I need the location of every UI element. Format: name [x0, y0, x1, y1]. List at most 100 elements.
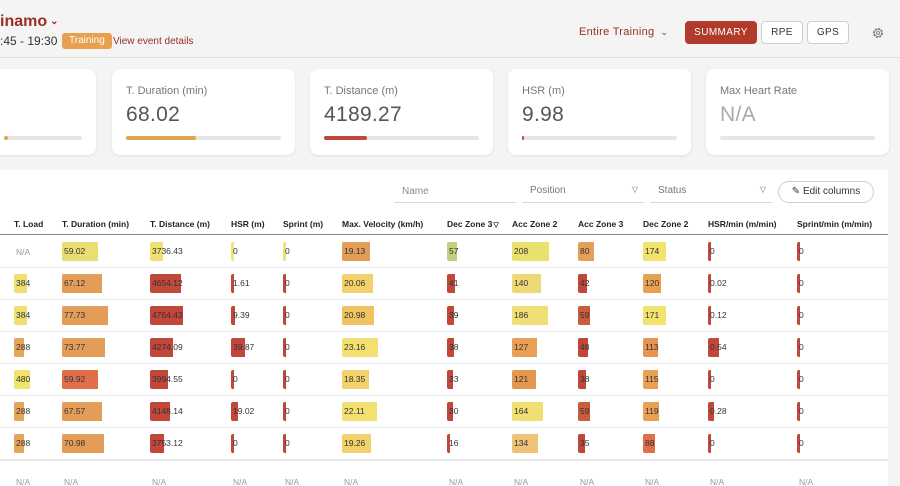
table-cell: 4654.12 — [150, 274, 212, 293]
table-cell: 3753.12 — [150, 434, 212, 453]
status-filter-label[interactable]: Status — [658, 185, 687, 196]
gear-icon[interactable] — [871, 26, 885, 40]
table-cell: 0 — [797, 306, 851, 325]
team-name[interactable]: inamo — [0, 13, 48, 30]
card-progress-fill — [522, 136, 524, 140]
table-cell: 0 — [283, 242, 337, 261]
table-cell: 0.54 — [708, 338, 762, 357]
table-cell: 384 — [14, 274, 54, 293]
column-header[interactable]: Acc Zone 3 — [578, 219, 624, 229]
table-cell: 0 — [797, 242, 851, 261]
table-cell: 164 — [512, 402, 574, 421]
table-cell: N/A — [285, 477, 300, 486]
team-selector[interactable]: inamo ⌄ — [0, 13, 59, 31]
column-header[interactable]: Max. Velocity (km/h) — [342, 219, 424, 229]
table-cell: N/A — [580, 477, 595, 486]
table-cell: 38 — [578, 370, 618, 389]
rpe-button[interactable]: RPE — [761, 21, 803, 44]
column-header[interactable]: Sprint/min (m/min) — [797, 219, 873, 229]
edit-columns-button[interactable]: ✎ Edit columns — [778, 181, 874, 203]
summary-card-max-heart-rate: Max Heart Rate N/A — [706, 69, 889, 155]
name-filter-input[interactable] — [394, 181, 516, 203]
table-cell: 39.87 — [231, 338, 293, 357]
position-filter-select[interactable]: Position ▽ — [522, 181, 644, 203]
row-divider — [0, 363, 888, 364]
table-cell: 30 — [447, 402, 501, 421]
table-cell: 480 — [14, 370, 54, 389]
column-header[interactable]: Acc Zone 2 — [512, 219, 558, 229]
status-filter-select[interactable]: Status ▽ — [650, 181, 772, 203]
column-header[interactable]: T. Distance (m) — [150, 219, 210, 229]
table-cell: 0 — [283, 274, 337, 293]
table-cell: 19.13 — [342, 242, 418, 261]
table-cell: 3994.55 — [150, 370, 212, 389]
table-cell: 59 — [578, 306, 618, 325]
table-cell: N/A — [710, 477, 725, 486]
table-cell: 0 — [283, 370, 337, 389]
card-progress-track — [720, 136, 875, 140]
table-cell: 41 — [447, 274, 501, 293]
players-table-panel — [0, 170, 888, 486]
table-cell: 127 — [512, 338, 574, 357]
table-cell: N/A — [799, 477, 814, 486]
time-range-dropdown[interactable]: Entire Training ⌄ — [579, 26, 668, 38]
table-cell: 59 — [578, 402, 618, 421]
row-divider — [0, 427, 888, 428]
card-progress-track — [4, 136, 82, 140]
table-cell: 33 — [447, 370, 501, 389]
column-header[interactable]: Dec Zone 2 — [643, 219, 689, 229]
table-cell: 121 — [512, 370, 574, 389]
table-cell: 3736.43 — [150, 242, 212, 261]
table-cell: N/A — [449, 477, 464, 486]
table-cell: 0 — [231, 434, 293, 453]
column-header[interactable]: T. Duration (min) — [62, 219, 130, 229]
table-cell: 288 — [14, 338, 54, 357]
card-value: N/A — [720, 103, 756, 126]
view-event-details-link[interactable]: View event details — [113, 36, 194, 47]
row-divider — [0, 395, 888, 396]
time-range-label[interactable]: Entire Training — [579, 26, 655, 38]
sort-icon[interactable]: ▽ — [493, 222, 499, 229]
table-cell: 38 — [447, 338, 501, 357]
table-cell: 22.11 — [342, 402, 418, 421]
table-cell: 0 — [231, 242, 293, 261]
table-cell: N/A — [16, 477, 31, 486]
column-header[interactable]: Dec Zone 3▽ — [447, 219, 499, 229]
table-cell: 59.02 — [62, 242, 122, 261]
summary-button[interactable]: SUMMARY — [685, 21, 757, 44]
row-divider — [0, 460, 888, 461]
table-cell: 0 — [231, 370, 293, 389]
table-cell: 113 — [643, 338, 697, 357]
card-progress-fill — [126, 136, 196, 140]
table-cell: 19.26 — [342, 434, 418, 453]
card-label: T. Duration (min) — [126, 85, 208, 97]
card-value: 4189.27 — [324, 103, 403, 126]
chevron-down-icon[interactable]: ▽ — [631, 185, 638, 194]
card-label: T. Distance (m) — [324, 85, 398, 97]
chevron-down-icon[interactable]: ⌄ — [50, 16, 59, 27]
card-label: Max Heart Rate — [720, 85, 798, 97]
chevron-down-icon[interactable]: ▽ — [759, 185, 766, 194]
position-filter-label[interactable]: Position — [530, 185, 566, 196]
table-cell: 4148.14 — [150, 402, 212, 421]
row-divider — [0, 331, 888, 332]
column-header[interactable]: T. Load — [14, 219, 44, 229]
table-cell: 0 — [797, 370, 851, 389]
column-header[interactable]: HSR/min (m/min) — [708, 219, 777, 229]
table-cell: 77.73 — [62, 306, 122, 325]
table-cell: 208 — [512, 242, 574, 261]
card-value: 68.02 — [126, 103, 181, 126]
summary-card-distance: T. Distance (m) 4189.27 — [310, 69, 493, 155]
table-cell: 0 — [797, 338, 851, 357]
table-cell: 171 — [643, 306, 697, 325]
gps-button[interactable]: GPS — [807, 21, 849, 44]
chevron-down-icon[interactable]: ⌄ — [660, 27, 669, 37]
table-cell: N/A — [16, 247, 31, 257]
table-cell: 35 — [578, 434, 618, 453]
table-cell: 0 — [797, 434, 851, 453]
table-cell: 57 — [447, 242, 501, 261]
table-cell: 0.02 — [708, 274, 762, 293]
column-header[interactable]: HSR (m) — [231, 219, 265, 229]
column-header[interactable]: Sprint (m) — [283, 219, 324, 229]
table-cell: N/A — [152, 477, 167, 486]
